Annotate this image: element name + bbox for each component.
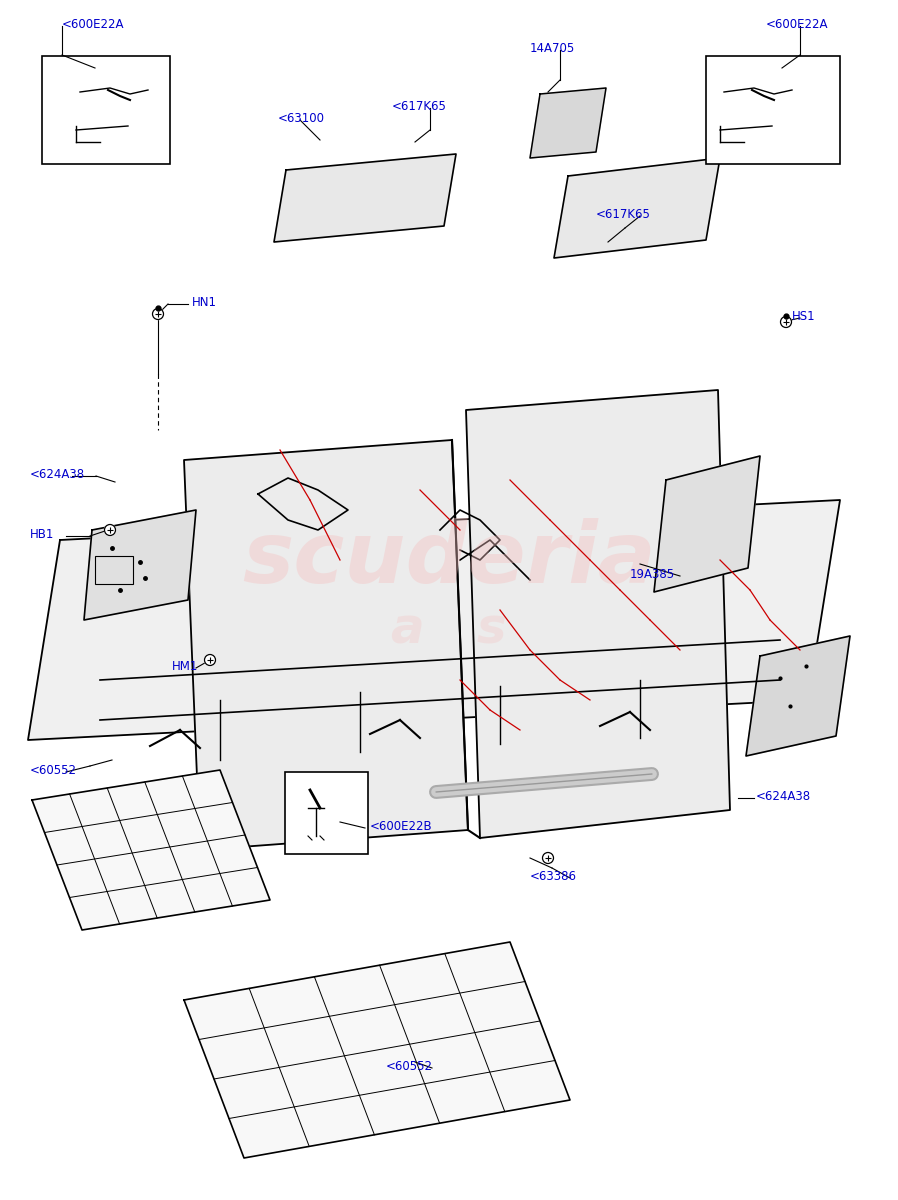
Polygon shape	[530, 88, 606, 158]
Text: HN1: HN1	[192, 296, 217, 308]
Text: <600E22B: <600E22B	[370, 820, 433, 833]
Text: HS1: HS1	[792, 310, 815, 323]
Text: <63386: <63386	[530, 870, 577, 883]
Text: <617K65: <617K65	[596, 208, 651, 221]
Polygon shape	[28, 500, 840, 740]
Text: 14A705: 14A705	[530, 42, 576, 55]
Polygon shape	[184, 440, 468, 850]
Polygon shape	[184, 942, 570, 1158]
Circle shape	[153, 308, 163, 319]
Text: a   s: a s	[392, 606, 506, 654]
Bar	[285, 772, 368, 854]
Circle shape	[542, 852, 553, 864]
Polygon shape	[84, 510, 196, 620]
Text: <60552: <60552	[386, 1060, 433, 1073]
Polygon shape	[274, 154, 456, 242]
Text: <60552: <60552	[30, 764, 77, 778]
Circle shape	[780, 317, 791, 328]
Text: <624A38: <624A38	[30, 468, 85, 481]
Text: scuderia: scuderia	[242, 518, 656, 601]
Bar	[42, 56, 170, 164]
Text: <600E22A: <600E22A	[62, 18, 125, 31]
Bar	[95, 556, 133, 584]
Circle shape	[104, 524, 116, 535]
Text: 19A385: 19A385	[630, 568, 675, 581]
Text: HB1: HB1	[30, 528, 55, 541]
Text: HM1: HM1	[172, 660, 198, 673]
Text: <624A38: <624A38	[756, 790, 811, 803]
Text: <63100: <63100	[278, 112, 325, 125]
Polygon shape	[32, 770, 270, 930]
Polygon shape	[654, 456, 760, 592]
Polygon shape	[554, 158, 720, 258]
Text: <600E22A: <600E22A	[766, 18, 829, 31]
Text: <617K65: <617K65	[392, 100, 447, 113]
Circle shape	[205, 654, 216, 666]
Polygon shape	[466, 390, 730, 838]
Polygon shape	[746, 636, 850, 756]
Bar	[706, 56, 840, 164]
